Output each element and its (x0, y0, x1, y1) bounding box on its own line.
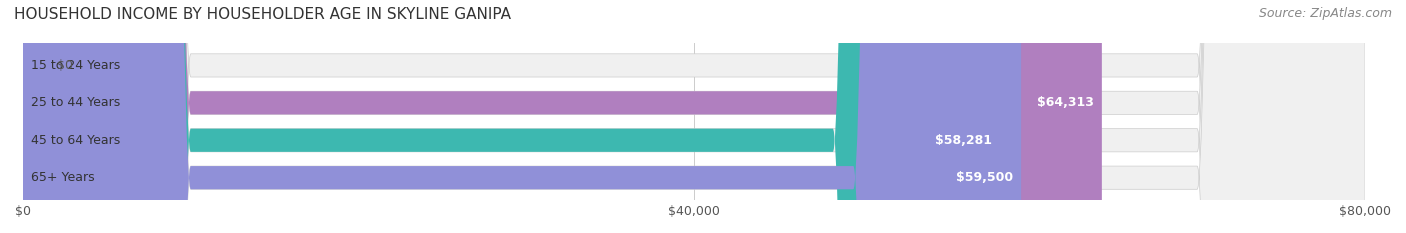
Text: $64,313: $64,313 (1036, 96, 1094, 109)
FancyBboxPatch shape (22, 0, 44, 233)
FancyBboxPatch shape (22, 0, 1365, 233)
FancyBboxPatch shape (22, 0, 1021, 233)
FancyBboxPatch shape (22, 0, 1102, 233)
Text: 25 to 44 Years: 25 to 44 Years (31, 96, 121, 109)
FancyBboxPatch shape (22, 0, 1365, 233)
Text: 15 to 24 Years: 15 to 24 Years (31, 59, 121, 72)
Text: $58,281: $58,281 (935, 134, 993, 147)
Text: Source: ZipAtlas.com: Source: ZipAtlas.com (1258, 7, 1392, 20)
FancyBboxPatch shape (22, 0, 1365, 233)
Text: 65+ Years: 65+ Years (31, 171, 96, 184)
Text: $59,500: $59,500 (956, 171, 1012, 184)
Text: $0: $0 (56, 59, 73, 72)
Text: HOUSEHOLD INCOME BY HOUSEHOLDER AGE IN SKYLINE GANIPA: HOUSEHOLD INCOME BY HOUSEHOLDER AGE IN S… (14, 7, 510, 22)
FancyBboxPatch shape (22, 0, 1001, 233)
FancyBboxPatch shape (22, 0, 1365, 233)
Text: 45 to 64 Years: 45 to 64 Years (31, 134, 121, 147)
